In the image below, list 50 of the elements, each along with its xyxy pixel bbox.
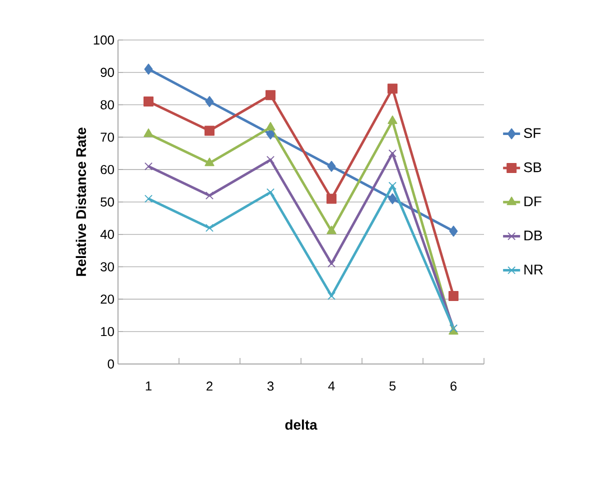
point [205, 96, 214, 108]
x-tick-label: 5 [389, 382, 396, 391]
y-tick-label: 0 [108, 359, 114, 369]
y-tick-label: 30 [100, 262, 114, 272]
x-tick-label: 3 [267, 382, 274, 391]
y-tick-label: 50 [100, 197, 114, 207]
point [449, 226, 458, 237]
point [388, 182, 397, 190]
legend-label: SF [524, 128, 541, 138]
point [327, 292, 336, 300]
y-tick-label: 60 [100, 164, 114, 174]
point [205, 224, 214, 232]
point [448, 290, 458, 301]
point [205, 191, 214, 200]
point [327, 260, 336, 268]
point [266, 122, 276, 130]
x-tick-label: 2 [206, 382, 212, 391]
y-tick-label: 80 [100, 100, 114, 110]
y-tick-label: 100 [94, 35, 114, 45]
y-tick-label: 90 [100, 68, 114, 77]
point [388, 115, 398, 124]
point [266, 156, 275, 164]
point [327, 160, 336, 172]
point [266, 188, 275, 196]
x-tick-label: 6 [450, 382, 457, 391]
legend-label: SB [524, 162, 542, 172]
y-tick-label: 40 [100, 230, 114, 239]
x-tick-label: 4 [328, 382, 335, 390]
point [144, 96, 154, 107]
point [388, 193, 397, 204]
point [326, 226, 336, 234]
x-axis-title: delta [285, 420, 318, 430]
y-axis-title: Relative Distance Rate [76, 128, 86, 276]
y-tick-label: 20 [100, 294, 114, 304]
legend-label: DB [524, 230, 542, 240]
y-tick-label: 10 [101, 326, 114, 336]
point [388, 149, 397, 158]
point [388, 84, 398, 94]
legend-label: NR [524, 264, 543, 274]
y-tick-label: 70 [100, 132, 114, 142]
legend-label: DF [524, 196, 542, 206]
point [144, 64, 153, 75]
point [266, 90, 276, 100]
point [204, 158, 214, 166]
point [144, 128, 154, 137]
x-tick-label: 1 [146, 382, 152, 390]
point [204, 126, 215, 136]
point [326, 194, 337, 204]
point [144, 162, 153, 170]
point [144, 194, 153, 203]
